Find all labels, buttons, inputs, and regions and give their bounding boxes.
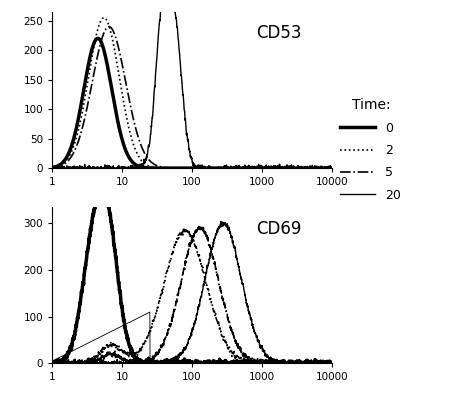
Text: CD69: CD69: [256, 220, 301, 238]
Text: CD53: CD53: [256, 24, 302, 42]
Legend: 0, 2, 5, 20: 0, 2, 5, 20: [340, 98, 401, 202]
